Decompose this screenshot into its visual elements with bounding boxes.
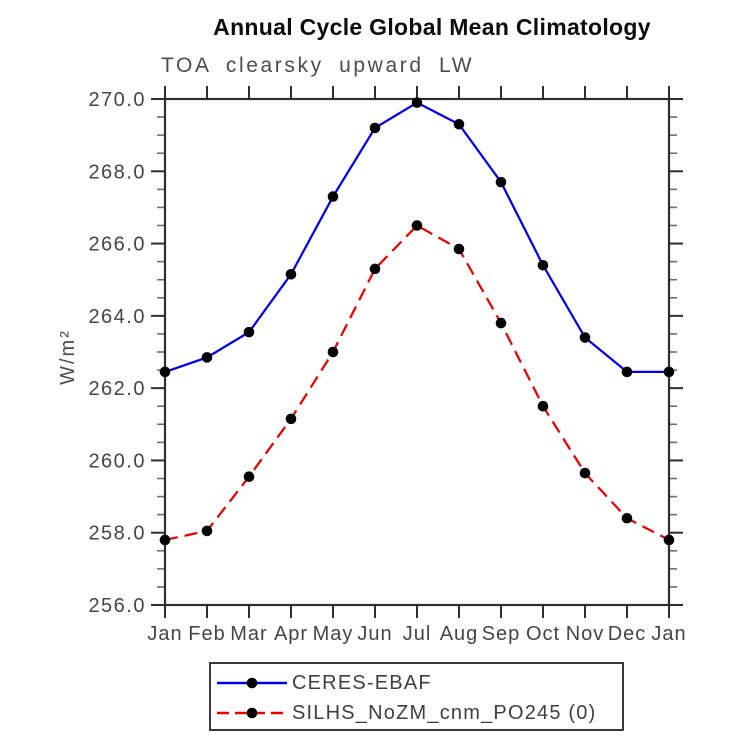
data-point	[369, 122, 381, 134]
y-tick-label: 264.0	[88, 306, 146, 328]
data-point	[411, 220, 423, 231]
chart-title: Annual Cycle Global Mean Climatology	[213, 14, 651, 40]
x-tick-label: May	[313, 623, 354, 645]
data-point	[453, 243, 465, 255]
data-point	[243, 326, 255, 338]
x-tick-label: Dec	[608, 623, 647, 645]
legend-line-dashed-icon	[217, 707, 287, 719]
data-point	[285, 413, 297, 425]
x-axis-ticks	[164, 86, 670, 618]
x-tick-label: Feb	[188, 623, 225, 645]
data-point	[663, 534, 675, 546]
y-axis-major-ticks	[151, 98, 683, 606]
legend-box: CERES-EBAF SILHS_NoZM_cnm_PO245 (0)	[209, 662, 624, 731]
x-tick-label: Jan	[651, 623, 686, 645]
data-point	[537, 259, 549, 271]
y-tick-label: 256.0	[88, 595, 146, 617]
x-tick-label: Mar	[230, 623, 267, 645]
data-point	[243, 471, 255, 482]
data-point	[159, 534, 171, 546]
y-tick-label: 260.0	[88, 450, 146, 472]
x-tick-label: Jun	[357, 623, 392, 645]
data-point	[159, 366, 171, 378]
data-point	[579, 467, 591, 479]
data-point	[495, 317, 507, 329]
y-axis-minor-ticks	[157, 116, 677, 588]
data-point	[579, 332, 591, 343]
x-tick-label: Sep	[482, 623, 521, 645]
data-point	[285, 268, 297, 280]
data-point	[327, 191, 339, 202]
plot-frame	[163, 97, 671, 607]
x-axis-tick-labels: Jan Feb Mar Apr May Jun Jul Aug Sep Oct Nov Dec Jan	[147, 623, 686, 645]
legend-item-silhs: SILHS_NoZM_cnm_PO245 (0)	[211, 698, 622, 728]
data-point	[201, 352, 213, 363]
x-tick-label: Nov	[566, 623, 605, 645]
data-point	[411, 97, 423, 108]
series-lines	[159, 97, 675, 546]
series-CERES-EBAF	[159, 97, 675, 378]
x-tick-label: Jan	[147, 623, 182, 645]
y-tick-label: 258.0	[88, 523, 146, 545]
chart-subtitle: TOA clearsky upward LW	[161, 54, 475, 77]
x-tick-label: Jul	[403, 623, 432, 645]
y-axis-tick-labels: 256.0 258.0 260.0 262.0 264.0 266.0 268.0 270.0	[88, 89, 146, 617]
y-tick-label: 270.0	[88, 89, 146, 111]
data-point	[369, 263, 381, 275]
legend-item-ceres-ebaf: CERES-EBAF	[211, 668, 622, 698]
legend-label: SILHS_NoZM_cnm_PO245 (0)	[292, 701, 597, 724]
x-tick-label: Apr	[274, 623, 308, 645]
x-tick-label: Oct	[526, 623, 560, 645]
y-tick-label: 262.0	[88, 378, 146, 400]
x-tick-label: Aug	[440, 623, 479, 645]
legend-line-solid-icon	[217, 677, 287, 689]
data-point	[537, 400, 549, 412]
series-SILHS_NoZM_cnm_PO245 (0)	[159, 220, 675, 546]
data-point	[663, 366, 675, 378]
y-tick-label: 266.0	[88, 234, 146, 256]
data-point	[453, 119, 465, 130]
data-point	[621, 366, 633, 378]
y-tick-label: 268.0	[88, 161, 146, 183]
data-point	[495, 176, 507, 188]
data-point	[621, 512, 633, 524]
data-point	[327, 346, 339, 358]
legend-label: CERES-EBAF	[292, 671, 432, 694]
data-point	[201, 525, 213, 537]
